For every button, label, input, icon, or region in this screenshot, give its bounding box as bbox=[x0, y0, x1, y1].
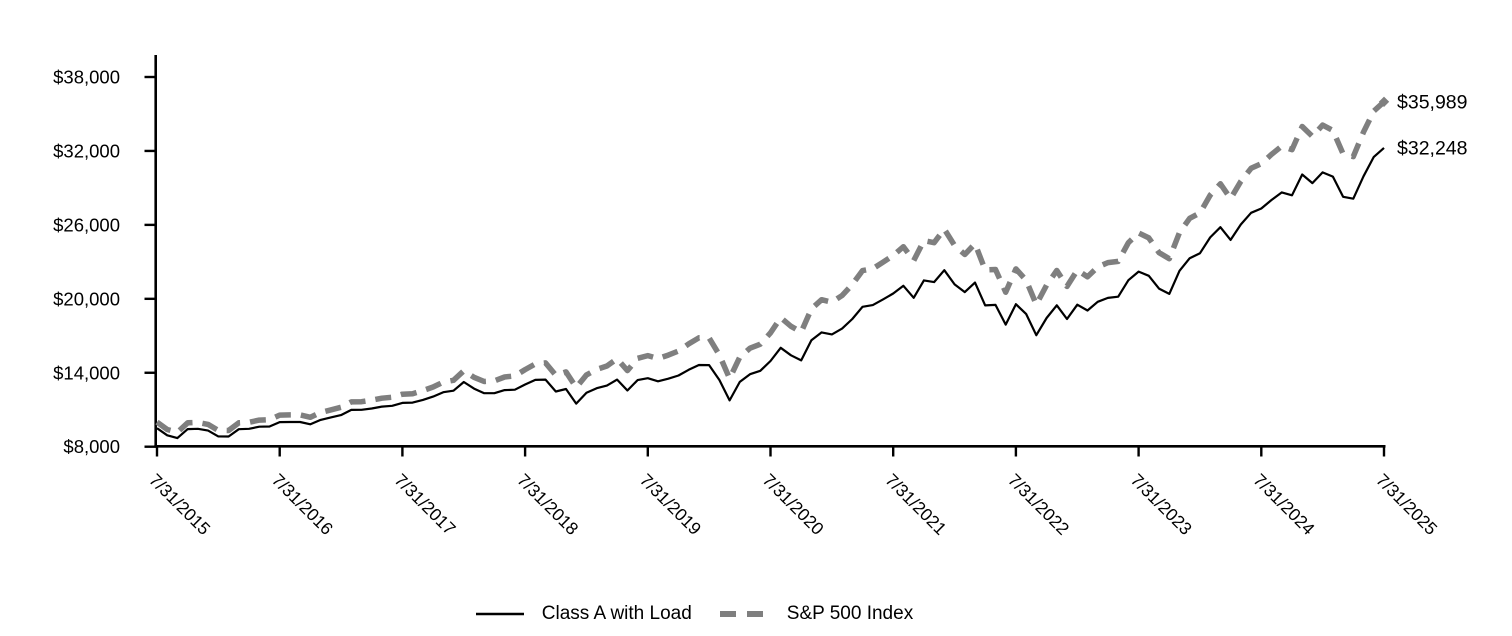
y-axis-tick-label: $8,000 bbox=[63, 436, 120, 457]
x-axis-tick-label: 7/31/2020 bbox=[759, 470, 828, 539]
x-axis-tick-label: 7/31/2017 bbox=[391, 470, 460, 539]
dashed-line-swatch-icon bbox=[719, 611, 770, 617]
chart-plot-area: $8,000 $14,000 $20,000 $26,000 $32,000 $38,00… bbox=[53, 55, 1468, 539]
x-axis-tick-label: 7/31/2015 bbox=[145, 470, 214, 539]
chart-legend: Class A with Load S&P 500 Index bbox=[0, 603, 1512, 625]
solid-line-swatch-icon bbox=[475, 612, 524, 616]
sp500-end-marker-icon bbox=[1378, 96, 1390, 107]
y-axis-tick-label: $38,000 bbox=[53, 67, 120, 88]
legend-label-sp500-index: S&P 500 Index bbox=[786, 603, 914, 624]
x-axis-tick-label: 7/31/2023 bbox=[1127, 470, 1196, 539]
x-axis-tick-label: 7/31/2024 bbox=[1249, 470, 1318, 539]
x-axis-tick-label: 7/31/2016 bbox=[268, 470, 337, 539]
y-axis-tick-label: $20,000 bbox=[53, 288, 120, 309]
legend-item-sp500-index: S&P 500 Index bbox=[719, 603, 914, 625]
y-axis-tick-label: $14,000 bbox=[53, 362, 120, 383]
y-axis-tick-label: $26,000 bbox=[53, 214, 120, 235]
x-axis-tick-label: 7/31/2018 bbox=[513, 470, 582, 539]
x-axis-tick-label: 7/31/2019 bbox=[636, 470, 705, 539]
series-line-class-a-with-load bbox=[156, 147, 1385, 440]
y-axis-tick-label: $32,000 bbox=[53, 140, 120, 161]
x-axis-tick-label: 7/31/2022 bbox=[1004, 470, 1073, 539]
series-line-sp500-index bbox=[155, 99, 1386, 436]
x-axis-tick-label: 7/31/2025 bbox=[1372, 470, 1441, 539]
legend-label-class-a-with-load: Class A with Load bbox=[541, 603, 692, 624]
x-axis-tick-label: 7/31/2021 bbox=[881, 470, 950, 539]
end-value-label-class-a: $32,248 bbox=[1397, 137, 1468, 159]
legend-item-class-a-with-load: Class A with Load bbox=[475, 603, 692, 625]
end-value-label-sp500: $35,989 bbox=[1397, 91, 1468, 113]
